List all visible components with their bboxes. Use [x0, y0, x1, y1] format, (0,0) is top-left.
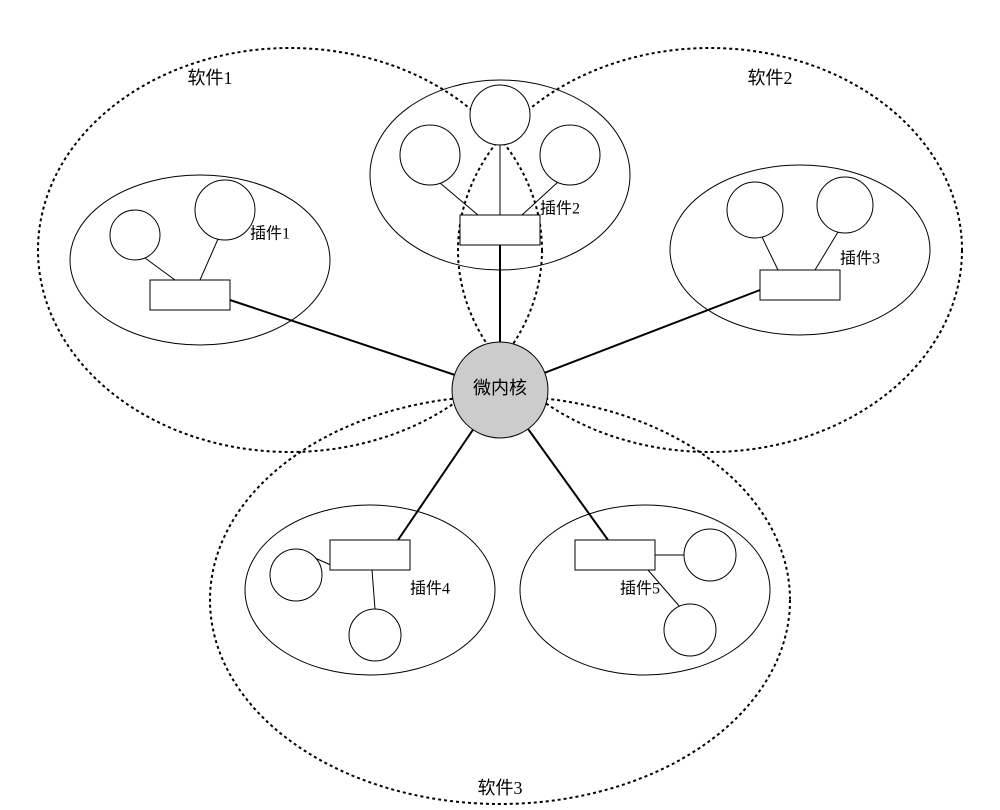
plugin-leaf-node — [470, 85, 530, 145]
plugin-label: 插件2 — [540, 200, 580, 218]
plugin-box — [330, 540, 410, 570]
plugin-box — [575, 540, 655, 570]
plugin-leaf-edge — [815, 232, 838, 270]
plugin-leaf-node — [664, 604, 716, 656]
plugin-box — [150, 280, 230, 310]
plugin-leaf-node — [349, 609, 401, 661]
plugin-label: 插件4 — [410, 580, 450, 598]
plugin-leaf-node — [270, 549, 322, 601]
plugin-label: 插件3 — [840, 250, 880, 268]
software-group-label: 软件1 — [188, 68, 233, 88]
plugin-leaf-node — [110, 210, 160, 260]
plugin-leaf-node — [684, 529, 736, 581]
plugin-leaf-edge — [372, 570, 375, 609]
plugin-leaf-node — [195, 180, 255, 240]
plugin-leaf-node — [817, 177, 873, 233]
plugin-leaf-edge — [200, 239, 218, 280]
plugin-leaf-edge — [762, 237, 778, 270]
software-group-label: 软件3 — [478, 778, 523, 798]
plugin-label: 插件1 — [250, 225, 290, 243]
plugin-leaf-node — [400, 125, 460, 185]
plugin-label: 插件5 — [620, 580, 660, 598]
plugin-box — [760, 270, 840, 300]
software-group-label: 软件2 — [748, 68, 793, 88]
microkernel-core-label: 微内核 — [473, 378, 527, 398]
plugin-box — [460, 215, 540, 245]
architecture-diagram: 软件1 软件2 软件3 插件1 插件2 插件3 插件4 插件5 微内核 — [0, 0, 1000, 810]
plugin-leaf-node — [540, 125, 600, 185]
plugin-leaf-edge — [145, 258, 175, 280]
plugin-leaf-edge — [440, 183, 478, 215]
plugin-leaf-node — [727, 182, 783, 238]
